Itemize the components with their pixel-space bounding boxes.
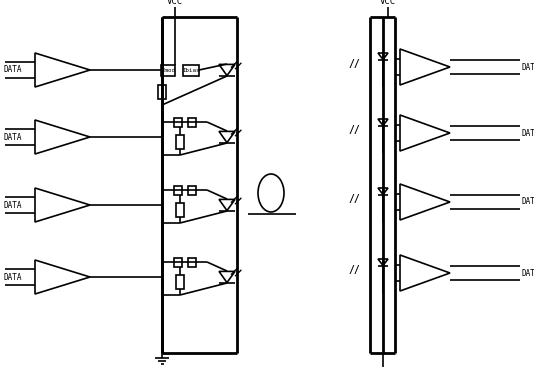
Bar [176, 203, 184, 217]
Text: Imod: Imod [161, 67, 175, 72]
Text: DATA: DATA [522, 62, 534, 72]
Bar [161, 65, 175, 75]
Text: //: // [348, 265, 360, 275]
Text: DATA: DATA [522, 129, 534, 137]
Text: Ibias: Ibias [182, 67, 200, 72]
Bar [176, 275, 184, 289]
Text: //: // [348, 59, 360, 69]
Bar [188, 186, 196, 194]
Text: //: // [348, 125, 360, 135]
Text: DATA: DATA [522, 268, 534, 278]
Text: DATA: DATA [3, 65, 21, 75]
Text: DATA: DATA [3, 273, 21, 281]
Bar [158, 85, 166, 99]
Text: VCC: VCC [167, 0, 183, 6]
Text: //: // [348, 194, 360, 204]
Bar [188, 258, 196, 266]
Bar [183, 65, 199, 75]
Bar [188, 117, 196, 127]
Text: DATA: DATA [522, 198, 534, 206]
Bar [174, 117, 182, 127]
Bar [174, 186, 182, 194]
Text: DATA: DATA [3, 201, 21, 209]
Bar [174, 258, 182, 266]
Text: DATA: DATA [3, 132, 21, 142]
Bar [176, 135, 184, 149]
Text: VCC: VCC [380, 0, 396, 6]
